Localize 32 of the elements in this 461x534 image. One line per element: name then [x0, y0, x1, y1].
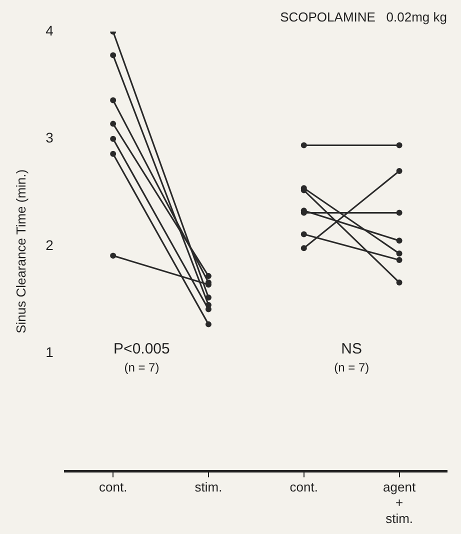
point: [396, 250, 402, 257]
point: [110, 97, 116, 104]
y-tick-label: 3: [46, 130, 54, 146]
annotation: P<0.005: [114, 340, 170, 358]
x-tick-label: cont.: [98, 480, 128, 495]
annotation: (n = 7): [124, 360, 160, 374]
point: [205, 321, 212, 328]
point: [205, 273, 212, 280]
point: [110, 252, 116, 259]
point: [396, 238, 402, 244]
y-axis-title: Sinus Clearance Time (min.): [13, 169, 28, 334]
point: [110, 52, 116, 58]
point: [396, 256, 402, 263]
point: [300, 245, 307, 252]
point: [300, 231, 307, 238]
y-tick-label: 1: [46, 344, 54, 360]
point: [396, 142, 402, 148]
point: [110, 120, 116, 127]
x-tick-label: stim.: [194, 480, 222, 495]
point: [396, 168, 402, 174]
y-tick-label: 2: [46, 236, 54, 253]
chart-title: SCOPOLAMINE 0.02mg kg: [280, 9, 447, 24]
point: [396, 210, 402, 216]
point: [300, 142, 307, 148]
annotation: (n = 7): [334, 360, 370, 374]
x-tick-label: cont.: [290, 480, 318, 495]
point: [110, 136, 116, 142]
y-tick-label: 4: [46, 22, 54, 38]
point: [396, 279, 402, 286]
annotation: NS: [341, 340, 362, 358]
x-tick-label: agent + stim.: [383, 480, 416, 526]
point: [110, 150, 116, 157]
